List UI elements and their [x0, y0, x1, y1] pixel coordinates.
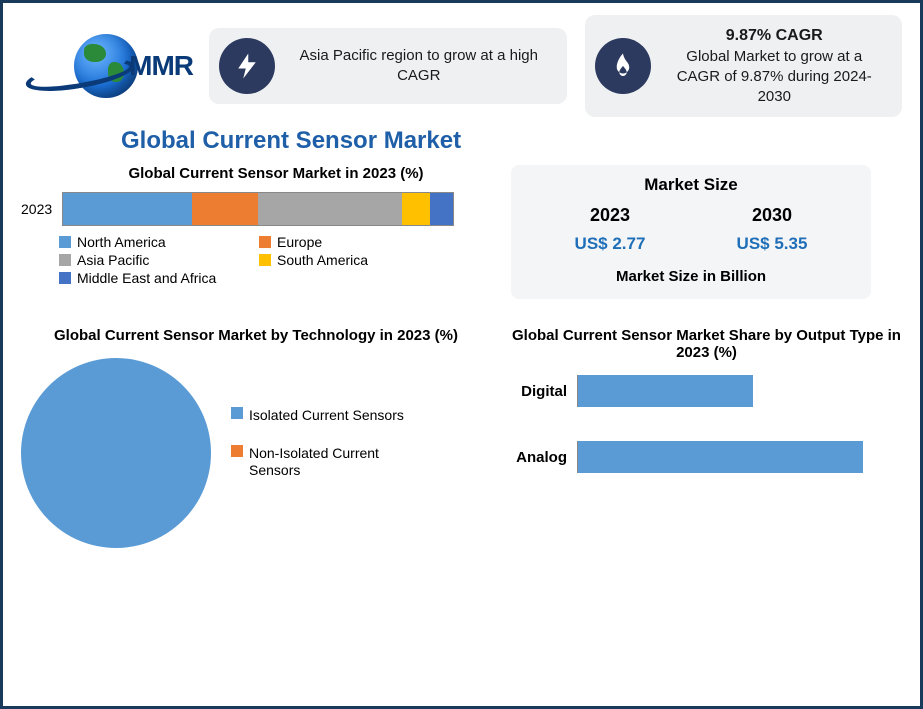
pie-legend: Isolated Current Sensors Non-Isolated Cur…: [231, 407, 409, 500]
hbar-row: Digital: [511, 375, 902, 407]
legend-swatch: [59, 236, 71, 248]
market-size-year-0: 2023: [575, 205, 646, 226]
top-row: MMR Asia Pacific region to grow at a hig…: [21, 15, 902, 117]
flame-icon: [595, 38, 651, 94]
market-size-value-0: US$ 2.77: [575, 234, 646, 254]
legend-label: Middle East and Africa: [77, 270, 216, 286]
market-size-wrapper: Market Size 2023 US$ 2.77 2030 US$ 5.35 …: [511, 165, 902, 299]
market-size-value-1: US$ 5.35: [737, 234, 808, 254]
legend-item: Middle East and Africa: [59, 270, 259, 286]
infographic-frame: MMR Asia Pacific region to grow at a hig…: [0, 0, 923, 709]
legend-swatch: [59, 272, 71, 284]
stacked-bar-legend: North America Europe Asia Pacific South Ame…: [21, 234, 491, 286]
market-size-year-1: 2030: [737, 205, 808, 226]
legend-label: Europe: [277, 234, 322, 250]
hbar-block: Global Current Sensor Market Share by Ou…: [511, 327, 902, 548]
content-grid: Global Current Sensor Market in 2023 (%)…: [21, 165, 902, 548]
legend-label: Isolated Current Sensors: [249, 407, 404, 425]
market-size-col-0: 2023 US$ 2.77: [575, 205, 646, 254]
bolt-icon: [219, 38, 275, 94]
pill-b-body: Global Market to grow at a CAGR of 9.87%…: [665, 47, 885, 108]
main-title: Global Current Sensor Market: [121, 127, 902, 155]
market-size-card: Market Size 2023 US$ 2.77 2030 US$ 5.35 …: [511, 165, 871, 299]
stacked-bar-segment: [258, 193, 402, 225]
hbar-bar: [578, 441, 863, 473]
legend-item: South America: [259, 252, 459, 268]
hbar-title: Global Current Sensor Market Share by Ou…: [511, 327, 902, 361]
legend-item: North America: [59, 234, 259, 250]
legend-label: Non-Isolated Current Sensors: [249, 445, 409, 480]
pie-row: Isolated Current Sensors Non-Isolated Cur…: [21, 358, 491, 548]
market-size-columns: 2023 US$ 2.77 2030 US$ 5.35: [529, 205, 853, 254]
highlight-pill-growth-region: Asia Pacific region to grow at a high CA…: [209, 28, 567, 104]
pie-block: Global Current Sensor Market by Technolo…: [21, 327, 491, 548]
legend-swatch: [259, 254, 271, 266]
stacked-bar: [62, 192, 454, 226]
legend-swatch: [259, 236, 271, 248]
stacked-bar-year-label: 2023: [21, 201, 52, 217]
hbar-track: [577, 375, 877, 407]
pill-b-text: 9.87% CAGR Global Market to grow at a CA…: [665, 25, 885, 107]
hbar-bar: [578, 375, 753, 407]
highlight-pill-cagr: 9.87% CAGR Global Market to grow at a CA…: [585, 15, 903, 117]
stacked-bar-row: 2023: [21, 192, 491, 226]
legend-item: Asia Pacific: [59, 252, 259, 268]
legend-item: Europe: [259, 234, 459, 250]
stacked-bar-segment: [63, 193, 192, 225]
pie-title: Global Current Sensor Market by Technolo…: [21, 327, 491, 344]
legend-label: Asia Pacific: [77, 252, 149, 268]
legend-swatch: [59, 254, 71, 266]
market-size-head: Market Size: [529, 175, 853, 195]
hbar-track: [577, 441, 877, 473]
market-size-col-1: 2030 US$ 5.35: [737, 205, 808, 254]
stacked-bar-block: Global Current Sensor Market in 2023 (%)…: [21, 165, 491, 299]
stacked-bar-segment: [402, 193, 429, 225]
logo-text: MMR: [129, 50, 193, 82]
legend-label: North America: [77, 234, 166, 250]
legend-label: South America: [277, 252, 368, 268]
stacked-bar-segment: [192, 193, 258, 225]
stacked-bar-title: Global Current Sensor Market in 2023 (%): [21, 165, 491, 182]
legend-item: Non-Isolated Current Sensors: [231, 445, 409, 480]
stacked-bar-segment: [430, 193, 453, 225]
market-size-foot: Market Size in Billion: [529, 268, 853, 285]
hbar-label: Digital: [511, 383, 577, 400]
legend-item: [259, 270, 459, 286]
legend-swatch: [231, 407, 243, 419]
pill-a-text: Asia Pacific region to grow at a high CA…: [289, 46, 549, 87]
mmr-logo: MMR: [21, 26, 191, 106]
hbar-row: Analog: [511, 441, 902, 473]
pie-chart: [21, 358, 211, 548]
legend-swatch: [231, 445, 243, 457]
hbar-chart: Digital Analog: [511, 375, 902, 473]
legend-item: Isolated Current Sensors: [231, 407, 409, 425]
pill-b-head: 9.87% CAGR: [665, 25, 885, 47]
hbar-label: Analog: [511, 449, 577, 466]
